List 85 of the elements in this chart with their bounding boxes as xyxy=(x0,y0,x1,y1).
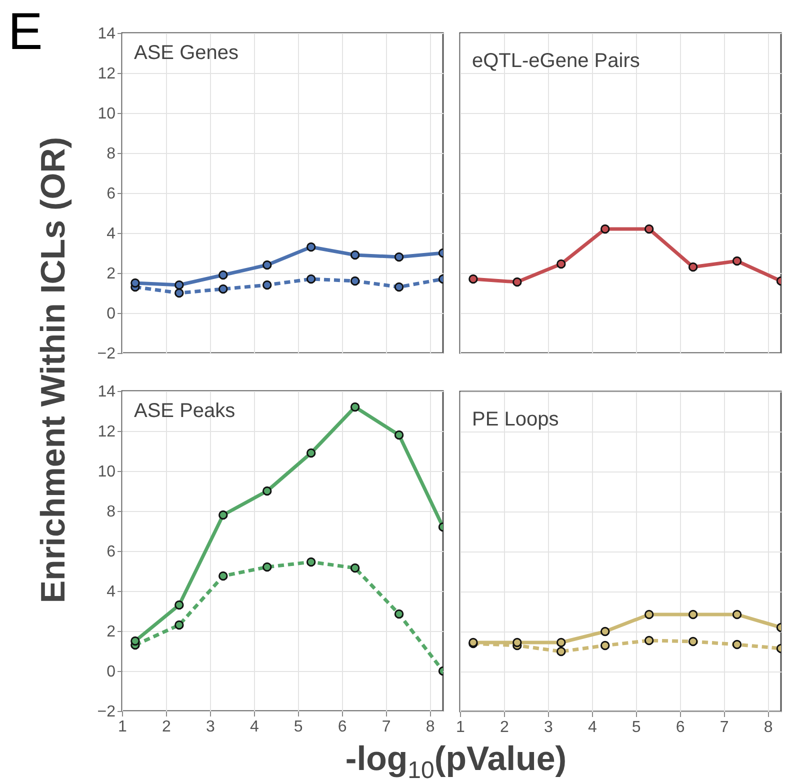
point xyxy=(262,260,272,270)
point xyxy=(130,278,140,288)
y-tick-label: 8 xyxy=(106,146,116,162)
point xyxy=(468,274,478,284)
text: PE Loops xyxy=(472,408,559,430)
point xyxy=(732,256,742,266)
point xyxy=(130,636,140,646)
y-tick-label: 0 xyxy=(106,664,116,680)
point xyxy=(600,626,610,636)
chart-title: ASE Peaks xyxy=(134,400,236,422)
point xyxy=(262,280,272,290)
point xyxy=(350,276,360,286)
x-tick-label: 1 xyxy=(118,718,128,736)
x-tick-label: 5 xyxy=(632,719,641,736)
chart-title: ASE Genes xyxy=(134,42,239,64)
y-tick-label: 2 xyxy=(106,266,116,282)
point xyxy=(556,638,566,648)
y-tick-label: 6 xyxy=(106,544,116,560)
point xyxy=(556,259,566,269)
x-tick-label: 7 xyxy=(382,718,391,736)
point xyxy=(600,224,610,234)
point xyxy=(688,636,698,646)
y-tick-label: 10 xyxy=(98,106,116,122)
y-tick-label: 4 xyxy=(106,584,116,600)
point xyxy=(306,557,316,567)
point xyxy=(394,282,404,292)
y-axis-title: Enrichment Within ICLs (OR) xyxy=(34,136,74,604)
point xyxy=(218,571,228,581)
point xyxy=(174,600,184,610)
point xyxy=(350,402,360,412)
y-tick-label: 12 xyxy=(98,66,116,82)
x-tick-label: 8 xyxy=(764,719,773,736)
point xyxy=(688,610,698,620)
text: E xyxy=(8,2,43,62)
text: eQTL-eGene Pairs xyxy=(472,50,640,72)
y-tick-label: 2 xyxy=(106,624,116,640)
x-tick-label: 5 xyxy=(294,718,303,736)
y-tick-label: 6 xyxy=(106,186,116,202)
point xyxy=(512,277,522,287)
y-tick-label: 10 xyxy=(98,464,116,480)
point xyxy=(350,250,360,260)
point xyxy=(350,563,360,573)
point xyxy=(644,636,654,646)
x-tick-label: 7 xyxy=(720,719,729,736)
x-tick-label: 4 xyxy=(250,718,259,736)
point xyxy=(174,288,184,298)
point xyxy=(688,262,698,272)
point xyxy=(512,638,522,648)
point xyxy=(732,640,742,650)
x-tick-label: 2 xyxy=(500,719,510,736)
point xyxy=(394,609,404,619)
x-tick-label: 3 xyxy=(206,718,215,736)
x-tick-label: 1 xyxy=(456,719,466,736)
x-axis-title: -log$_{10}$(pValue) xyxy=(345,740,567,782)
point xyxy=(394,252,404,262)
x-tick-label: 8 xyxy=(426,718,435,736)
x-tick-label: 4 xyxy=(588,719,597,736)
point xyxy=(174,620,184,630)
y-tick-label: 14 xyxy=(98,26,116,42)
y-tick-label: 12 xyxy=(98,424,116,440)
point xyxy=(732,610,742,620)
point xyxy=(394,430,404,440)
point xyxy=(218,510,228,520)
x-tick-label: 6 xyxy=(338,718,347,736)
point xyxy=(644,224,654,234)
point xyxy=(600,640,610,650)
point xyxy=(262,486,272,496)
point xyxy=(218,284,228,294)
x-tick-label: 3 xyxy=(544,719,553,736)
y-tick-label: −2 xyxy=(97,346,116,362)
point xyxy=(644,610,654,620)
y-tick-label: 0 xyxy=(106,306,116,322)
point xyxy=(306,242,316,252)
point xyxy=(218,270,228,280)
y-tick-label: 8 xyxy=(106,504,116,520)
point xyxy=(556,646,566,656)
y-tick-label: −2 xyxy=(97,704,116,720)
x-tick-label: 2 xyxy=(162,718,172,736)
y-tick-label: 4 xyxy=(106,226,116,242)
point xyxy=(174,280,184,290)
x-tick-label: 6 xyxy=(676,719,685,736)
point xyxy=(306,448,316,458)
point xyxy=(262,562,272,572)
y-tick-label: 14 xyxy=(98,384,116,400)
point xyxy=(306,274,316,284)
